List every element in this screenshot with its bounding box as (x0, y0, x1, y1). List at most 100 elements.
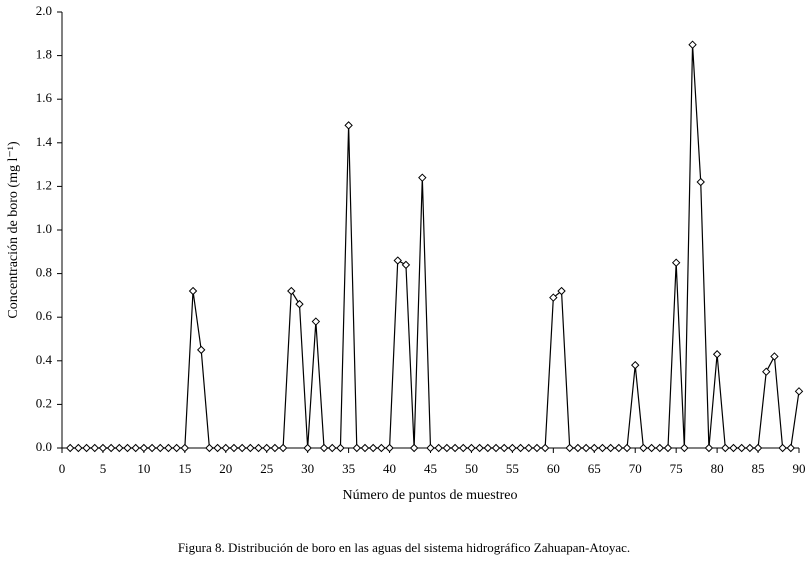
data-point (442, 443, 452, 453)
data-point (65, 443, 75, 453)
data-point (467, 443, 476, 453)
data-point (532, 443, 542, 453)
data-point (729, 443, 738, 453)
data-point (459, 443, 468, 453)
data-point (598, 443, 607, 453)
data-point (180, 443, 190, 453)
data-point (696, 177, 705, 187)
x-tick-label: 45 (424, 461, 437, 476)
data-point (753, 443, 763, 453)
data-point (115, 443, 124, 453)
data-point (360, 443, 370, 453)
data-point (188, 286, 198, 296)
data-point (336, 443, 345, 453)
data-point (770, 352, 779, 361)
data-point (352, 443, 362, 453)
x-tick-label: 15 (178, 461, 191, 476)
data-point (499, 443, 509, 453)
x-tick-label: 75 (670, 461, 683, 476)
series-line (70, 44, 800, 449)
data-point (639, 443, 648, 453)
y-tick-label: 0.4 (36, 352, 53, 367)
x-tick-label: 0 (59, 461, 66, 476)
x-tick-label: 60 (547, 461, 560, 476)
data-point (74, 443, 83, 453)
data-point (655, 443, 664, 453)
data-point (270, 443, 280, 453)
x-tick-label: 55 (506, 461, 519, 476)
data-point (328, 443, 337, 453)
data-point (197, 345, 206, 355)
data-point (164, 443, 173, 453)
data-point (393, 256, 402, 265)
data-point (475, 443, 484, 453)
data-point (295, 299, 304, 309)
data-point (368, 443, 378, 453)
data-point (213, 443, 222, 453)
y-axis-label: Concentración de boro (mg l⁻¹) (6, 141, 21, 319)
data-point (401, 260, 411, 270)
data-point (319, 443, 329, 453)
data-point (237, 443, 247, 453)
data-point (671, 258, 681, 267)
y-tick-label: 1.6 (36, 90, 53, 105)
data-point (221, 443, 230, 453)
data-point (82, 443, 91, 453)
data-point (794, 387, 804, 396)
data-point (254, 443, 263, 453)
data-point (106, 443, 116, 453)
x-tick-label: 30 (301, 461, 314, 476)
data-point (721, 443, 730, 453)
data-point (426, 443, 435, 453)
data-point (491, 443, 501, 453)
data-point (565, 443, 574, 453)
data-point (483, 443, 493, 453)
data-point (287, 286, 296, 296)
data-point (90, 443, 99, 453)
x-tick-label: 50 (465, 461, 478, 476)
data-point (745, 443, 755, 453)
x-tick-label: 35 (342, 461, 355, 476)
data-point (737, 443, 746, 453)
x-tick-label: 65 (588, 461, 601, 476)
data-point (229, 443, 239, 453)
y-tick-label: 0.2 (36, 395, 52, 410)
data-point (540, 443, 550, 453)
data-point (631, 360, 640, 370)
data-point (614, 443, 624, 453)
x-tick-label: 5 (100, 461, 107, 476)
data-point (663, 443, 673, 453)
data-point (524, 443, 533, 453)
data-point (786, 443, 796, 453)
y-tick-label: 0.8 (36, 265, 52, 280)
data-point (450, 443, 460, 453)
data-point (409, 443, 419, 453)
y-tick-label: 2.0 (36, 3, 52, 18)
data-point (590, 443, 599, 453)
x-tick-label: 85 (752, 461, 765, 476)
y-tick-label: 1.4 (36, 134, 53, 149)
data-point (344, 121, 353, 130)
data-point (311, 317, 321, 326)
data-point (303, 443, 312, 453)
data-point (704, 443, 714, 453)
x-tick-label: 20 (219, 461, 232, 476)
data-point (778, 443, 787, 453)
data-point (123, 443, 132, 453)
data-point (581, 443, 591, 453)
data-point (131, 443, 140, 453)
x-tick-label: 90 (793, 461, 806, 476)
data-point (622, 443, 632, 453)
data-point (688, 40, 697, 49)
y-tick-label: 1.0 (36, 221, 52, 236)
y-tick-label: 0.0 (36, 439, 52, 454)
data-point (147, 443, 157, 453)
x-tick-label: 25 (260, 461, 273, 476)
caption: Figura 8. Distribución de boro en las ag… (178, 540, 630, 555)
data-point (434, 443, 443, 453)
data-point (172, 443, 181, 453)
data-point (262, 443, 271, 453)
data-point (516, 443, 525, 453)
data-point (647, 443, 656, 453)
